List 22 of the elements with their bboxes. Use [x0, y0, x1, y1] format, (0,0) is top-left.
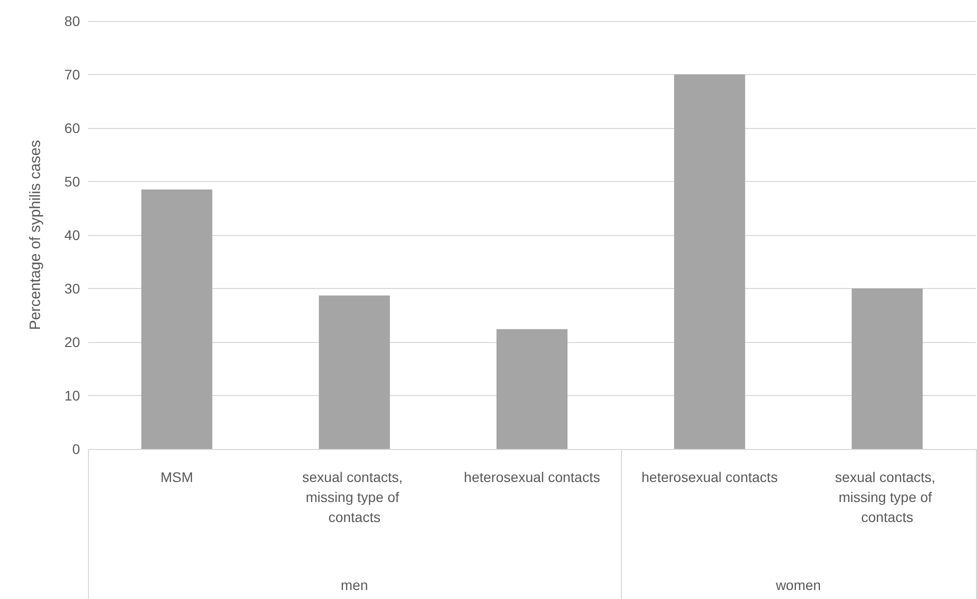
- y-tick-label: 40: [64, 227, 80, 243]
- y-tick-label: 0: [72, 441, 80, 457]
- y-tick-label: 50: [64, 174, 80, 190]
- y-tick-label: 30: [64, 280, 80, 296]
- y-axis-title: Percentage of syphilis cases: [27, 140, 44, 330]
- x-tick-label: heterosexual contacts: [642, 469, 778, 485]
- bar: [141, 190, 212, 449]
- x-tick-label: MSM: [160, 469, 194, 485]
- text: men: [340, 577, 370, 593]
- y-tick-label: 60: [64, 120, 80, 136]
- x-tick-label: sexual contacts, missing type of contacts: [302, 469, 407, 525]
- x-tick-label: heterosexual contacts: [464, 469, 600, 485]
- bar: [496, 329, 568, 449]
- x-tick-label: sexual contacts, missing type of contacts: [835, 469, 940, 525]
- y-tick-label: 10: [64, 388, 80, 404]
- text: women: [774, 577, 822, 593]
- bar: [318, 295, 390, 449]
- y-tick-label: 80: [64, 13, 80, 29]
- bar: [852, 288, 923, 449]
- bar: [674, 74, 746, 449]
- y-tick-label: 70: [64, 66, 80, 82]
- y-tick-label: 20: [64, 334, 80, 350]
